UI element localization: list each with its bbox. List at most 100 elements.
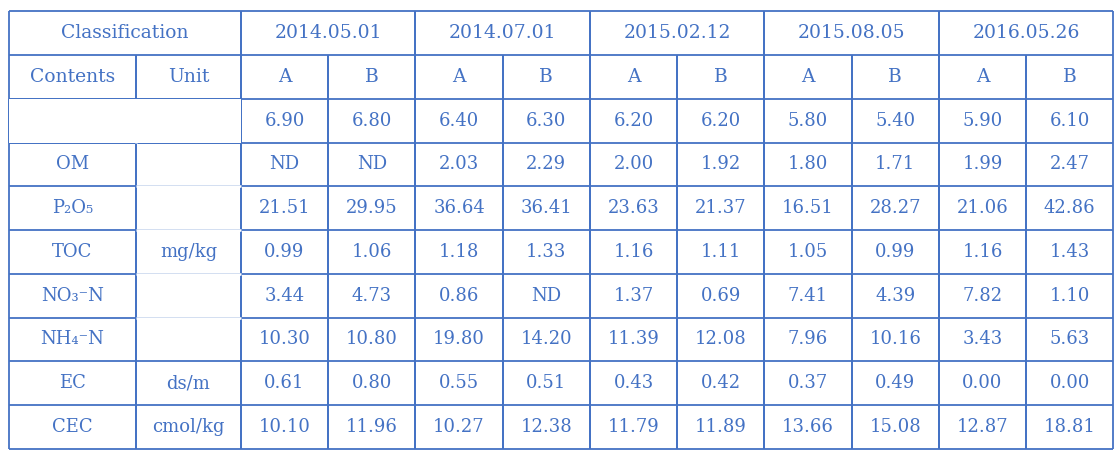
Text: 18.81: 18.81 (1044, 418, 1096, 436)
Text: A: A (278, 68, 291, 86)
Text: A: A (627, 68, 640, 86)
Text: 1.16: 1.16 (962, 243, 1003, 261)
Text: 14.20: 14.20 (520, 330, 572, 348)
Text: B: B (714, 68, 727, 86)
Text: 0.80: 0.80 (351, 374, 392, 392)
Text: ND: ND (270, 155, 300, 174)
Text: 10.27: 10.27 (433, 418, 485, 436)
Text: 3.43: 3.43 (962, 330, 1003, 348)
Text: NO₃⁻N: NO₃⁻N (41, 287, 104, 305)
Text: ND: ND (357, 155, 387, 174)
Text: Unit: Unit (168, 68, 209, 86)
Bar (9, 99, 241, 143)
Text: P₂O₅: P₂O₅ (51, 199, 93, 217)
Text: TOC: TOC (53, 243, 93, 261)
Text: 0.00: 0.00 (1050, 374, 1090, 392)
Text: 1.80: 1.80 (788, 155, 828, 174)
Text: 36.41: 36.41 (520, 199, 572, 217)
Text: mg/kg: mg/kg (160, 243, 217, 261)
Text: 1.37: 1.37 (613, 287, 653, 305)
Text: 21.51: 21.51 (258, 199, 310, 217)
Text: 5.80: 5.80 (788, 112, 828, 130)
Text: Contents: Contents (30, 68, 115, 86)
Text: 36.64: 36.64 (433, 199, 485, 217)
Text: 2015.08.05: 2015.08.05 (798, 24, 905, 43)
Text: 1.10: 1.10 (1050, 287, 1090, 305)
Text: 1.33: 1.33 (526, 243, 566, 261)
Text: 1.16: 1.16 (613, 243, 653, 261)
Text: 5.63: 5.63 (1050, 330, 1090, 348)
Text: 42.86: 42.86 (1044, 199, 1096, 217)
Text: pH: pH (59, 112, 86, 130)
Text: 10.30: 10.30 (258, 330, 310, 348)
Text: 1.05: 1.05 (788, 243, 828, 261)
Text: 5.90: 5.90 (962, 112, 1003, 130)
Text: 0.00: 0.00 (962, 374, 1003, 392)
Text: 10.16: 10.16 (869, 330, 921, 348)
Text: 6.80: 6.80 (351, 112, 392, 130)
Text: 11.39: 11.39 (608, 330, 659, 348)
Text: B: B (1063, 68, 1076, 86)
Text: NH₄⁻N: NH₄⁻N (40, 330, 104, 348)
Text: 10.80: 10.80 (346, 330, 397, 348)
Text: 0.99: 0.99 (875, 243, 915, 261)
Text: 7.82: 7.82 (962, 287, 1003, 305)
Text: ND: ND (532, 287, 562, 305)
Text: 2014.07.01: 2014.07.01 (449, 24, 556, 43)
Text: 1.71: 1.71 (875, 155, 915, 174)
Text: 0.86: 0.86 (439, 287, 479, 305)
Text: 28.27: 28.27 (869, 199, 921, 217)
Text: 1.18: 1.18 (439, 243, 479, 261)
Text: 11.79: 11.79 (608, 418, 659, 436)
Text: 0.69: 0.69 (700, 287, 741, 305)
Text: 7.96: 7.96 (788, 330, 828, 348)
Text: 0.55: 0.55 (439, 374, 479, 392)
Text: 1.06: 1.06 (351, 243, 392, 261)
Text: 6.90: 6.90 (264, 112, 304, 130)
Text: 13.66: 13.66 (782, 418, 834, 436)
Text: 11.96: 11.96 (346, 418, 397, 436)
Text: 6.20: 6.20 (613, 112, 653, 130)
Text: 2.47: 2.47 (1050, 155, 1090, 174)
Text: A: A (452, 68, 466, 86)
Text: 29.95: 29.95 (346, 199, 397, 217)
Text: 2.29: 2.29 (526, 155, 566, 174)
Text: 1.11: 1.11 (700, 243, 741, 261)
Text: 1.92: 1.92 (700, 155, 741, 174)
Text: 6.10: 6.10 (1050, 112, 1090, 130)
Text: 2.03: 2.03 (439, 155, 479, 174)
Text: EC: EC (59, 374, 86, 392)
Text: 3.44: 3.44 (264, 287, 304, 305)
Text: 5.40: 5.40 (875, 112, 915, 130)
Text: 2015.02.12: 2015.02.12 (623, 24, 731, 43)
Text: 19.80: 19.80 (433, 330, 485, 348)
Text: 11.89: 11.89 (695, 418, 746, 436)
Text: pH: pH (112, 112, 139, 130)
Text: 12.87: 12.87 (957, 418, 1008, 436)
Text: 4.73: 4.73 (351, 287, 392, 305)
Text: 1.43: 1.43 (1050, 243, 1090, 261)
Text: 6.40: 6.40 (439, 112, 479, 130)
Text: 16.51: 16.51 (782, 199, 834, 217)
Text: 10.10: 10.10 (258, 418, 310, 436)
Text: 2016.05.26: 2016.05.26 (972, 24, 1080, 43)
Text: 12.08: 12.08 (695, 330, 746, 348)
Text: 6.20: 6.20 (700, 112, 741, 130)
Text: 21.06: 21.06 (957, 199, 1008, 217)
Text: cmol/kg: cmol/kg (152, 418, 225, 436)
Text: 0.37: 0.37 (788, 374, 828, 392)
Text: OM: OM (56, 155, 90, 174)
Text: 21.37: 21.37 (695, 199, 746, 217)
Text: Classification: Classification (62, 24, 189, 43)
Text: A: A (801, 68, 815, 86)
Text: 0.49: 0.49 (875, 374, 915, 392)
Text: 7.41: 7.41 (788, 287, 828, 305)
Text: CEC: CEC (53, 418, 93, 436)
Text: B: B (888, 68, 902, 86)
Text: ds/m: ds/m (167, 374, 210, 392)
Text: 23.63: 23.63 (608, 199, 659, 217)
Text: 0.51: 0.51 (526, 374, 566, 392)
Text: 0.99: 0.99 (264, 243, 304, 261)
Text: A: A (976, 68, 989, 86)
Text: B: B (365, 68, 378, 86)
